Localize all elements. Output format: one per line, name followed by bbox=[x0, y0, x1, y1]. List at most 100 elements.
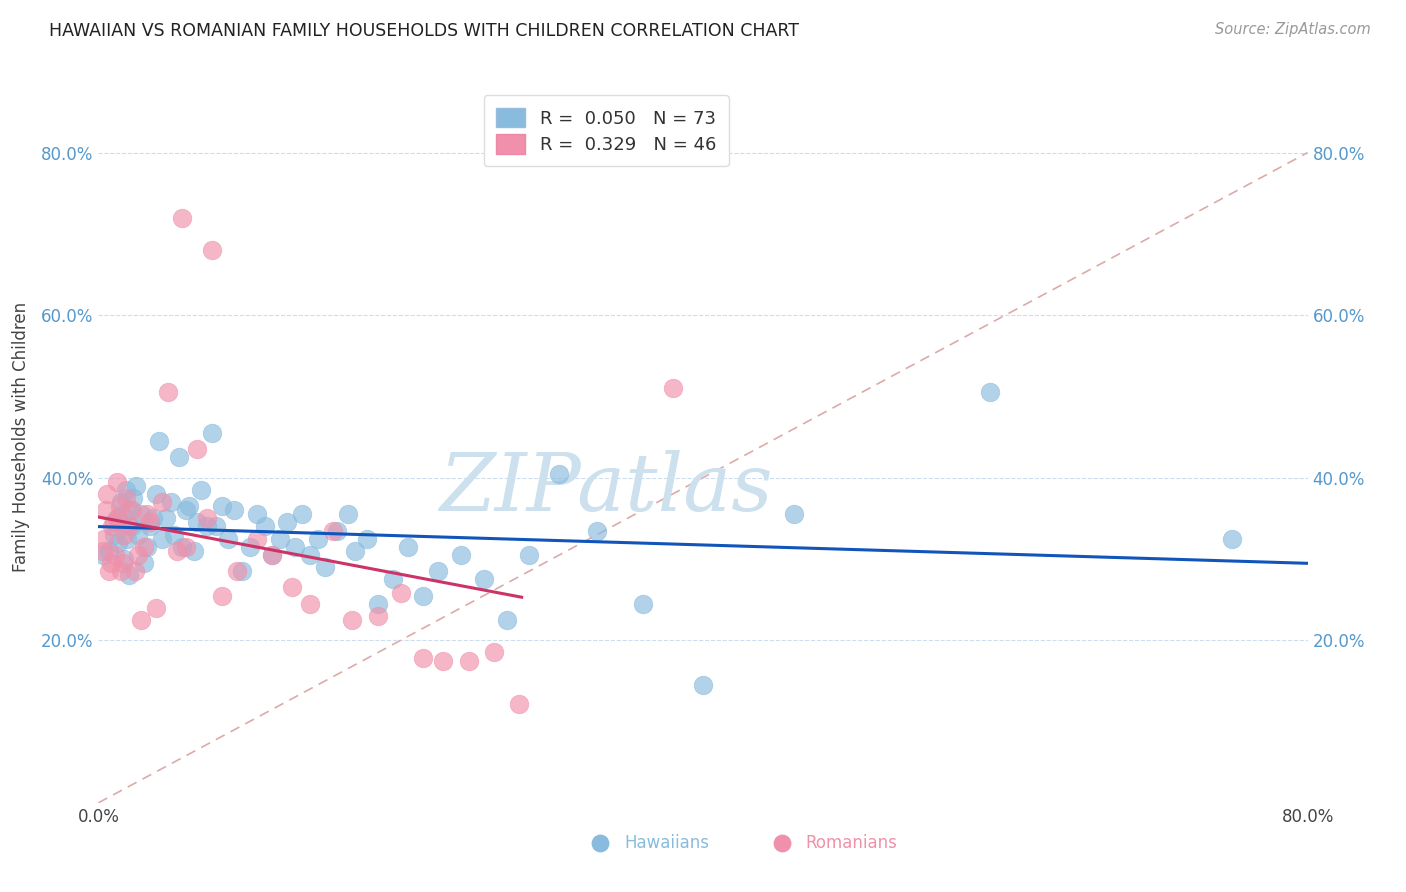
Point bbox=[112, 527, 135, 541]
Point bbox=[148, 434, 170, 449]
Point bbox=[121, 503, 143, 517]
Point bbox=[586, 524, 609, 538]
Point bbox=[108, 499, 131, 513]
Point bbox=[226, 564, 249, 578]
Point bbox=[111, 556, 134, 570]
Point bbox=[326, 524, 349, 538]
Point bbox=[139, 516, 162, 530]
Point bbox=[484, 645, 506, 659]
Point bbox=[211, 499, 233, 513]
Point bbox=[356, 532, 378, 546]
Point bbox=[145, 487, 167, 501]
Point bbox=[121, 519, 143, 533]
Point bbox=[472, 572, 495, 586]
Point bbox=[432, 654, 454, 668]
Text: Source: ZipAtlas.com: Source: ZipAtlas.com bbox=[1215, 22, 1371, 37]
Point bbox=[127, 548, 149, 562]
Point bbox=[1220, 532, 1243, 546]
Point bbox=[127, 527, 149, 541]
Point bbox=[783, 508, 806, 522]
Point bbox=[941, 840, 963, 855]
Point bbox=[103, 527, 125, 541]
Point bbox=[179, 499, 201, 513]
Point bbox=[322, 524, 344, 538]
Point bbox=[314, 560, 336, 574]
Point bbox=[107, 535, 129, 549]
Point bbox=[122, 491, 145, 505]
Point bbox=[183, 544, 205, 558]
Point bbox=[239, 540, 262, 554]
Point bbox=[170, 211, 193, 225]
Point bbox=[246, 532, 269, 546]
Point bbox=[91, 548, 114, 562]
Point bbox=[166, 544, 188, 558]
Point bbox=[367, 597, 389, 611]
Point bbox=[150, 532, 173, 546]
Point bbox=[167, 450, 190, 465]
Legend: R =  0.050   N = 73, R =  0.329   N = 46: R = 0.050 N = 73, R = 0.329 N = 46 bbox=[484, 95, 728, 167]
Point bbox=[190, 483, 212, 497]
Point bbox=[104, 548, 127, 562]
Point bbox=[195, 511, 218, 525]
Point bbox=[661, 381, 683, 395]
Point bbox=[174, 503, 197, 517]
Point bbox=[100, 556, 122, 570]
Point bbox=[124, 564, 146, 578]
Point bbox=[367, 608, 389, 623]
Point bbox=[714, 840, 737, 855]
Point bbox=[692, 678, 714, 692]
Point bbox=[115, 532, 138, 546]
Point bbox=[94, 503, 117, 517]
Point bbox=[129, 613, 152, 627]
Point bbox=[91, 544, 114, 558]
Point bbox=[111, 508, 134, 522]
Point bbox=[142, 511, 165, 525]
Point bbox=[427, 564, 450, 578]
Point bbox=[307, 532, 329, 546]
Point bbox=[186, 516, 208, 530]
Point bbox=[170, 540, 193, 554]
Point bbox=[412, 589, 434, 603]
Point bbox=[155, 511, 177, 525]
Point bbox=[342, 613, 364, 627]
Point bbox=[276, 516, 298, 530]
Point bbox=[344, 544, 367, 558]
Point bbox=[269, 532, 291, 546]
Point bbox=[93, 532, 115, 546]
Point bbox=[118, 568, 141, 582]
Point bbox=[125, 479, 148, 493]
Point bbox=[389, 586, 412, 600]
Point bbox=[110, 495, 132, 509]
Point bbox=[118, 519, 141, 533]
Point bbox=[979, 385, 1001, 400]
Point bbox=[110, 564, 132, 578]
Point bbox=[150, 495, 173, 509]
Text: Romanians: Romanians bbox=[806, 834, 897, 852]
Point bbox=[105, 475, 128, 489]
Text: ZIPatlas: ZIPatlas bbox=[440, 450, 773, 527]
Point bbox=[156, 385, 179, 400]
Point bbox=[457, 654, 479, 668]
Point bbox=[262, 548, 284, 562]
Point bbox=[201, 425, 224, 440]
Point bbox=[412, 651, 434, 665]
Point bbox=[98, 544, 121, 558]
Point bbox=[129, 508, 152, 522]
Point bbox=[114, 483, 136, 497]
Point bbox=[262, 548, 284, 562]
Point bbox=[145, 600, 167, 615]
Point bbox=[217, 532, 239, 546]
Point bbox=[246, 508, 269, 522]
Point bbox=[450, 548, 472, 562]
Point bbox=[163, 527, 186, 541]
Point bbox=[132, 540, 155, 554]
Point bbox=[96, 487, 118, 501]
Point bbox=[186, 442, 208, 457]
Point bbox=[224, 503, 246, 517]
Point bbox=[107, 511, 129, 525]
Point bbox=[135, 508, 157, 522]
Point bbox=[139, 519, 162, 533]
Point bbox=[120, 503, 142, 517]
Point bbox=[205, 519, 228, 533]
Point bbox=[631, 597, 654, 611]
